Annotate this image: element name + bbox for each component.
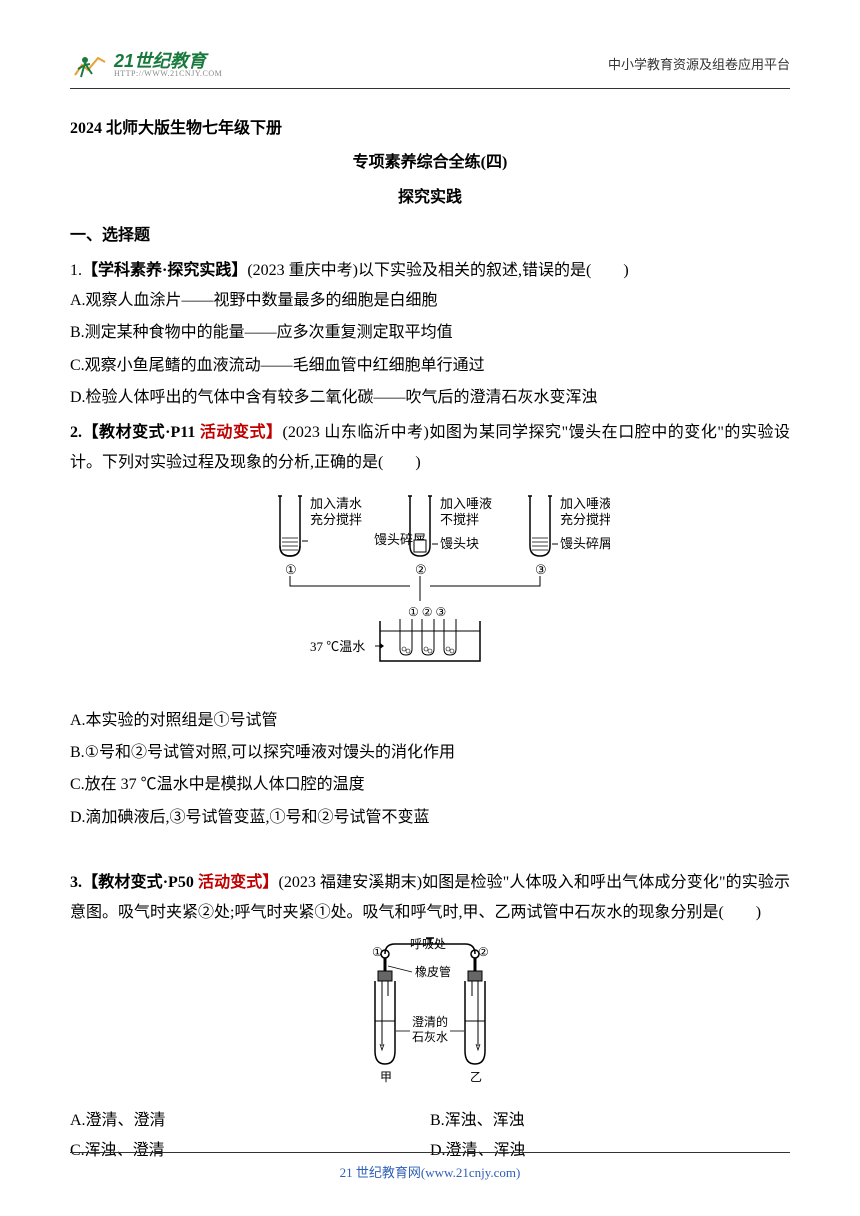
q1-option-a: A.观察人血涂片——视野中数量最多的细胞是白细胞 xyxy=(70,286,790,316)
q3-number: 3. xyxy=(70,874,82,891)
section-heading: 一、选择题 xyxy=(70,221,790,251)
svg-text:橡皮管: 橡皮管 xyxy=(415,964,451,979)
q1-source: (2023 重庆中考) xyxy=(247,262,358,279)
question-1: 1.【学科素养·探究实践】(2023 重庆中考)以下实验及相关的叙述,错误的是(… xyxy=(70,256,790,414)
svg-text:加入清水: 加入清水 xyxy=(310,496,362,511)
doc-title: 2024 北师大版生物七年级下册 xyxy=(70,114,790,144)
q3-option-a: A.澄清、澄清 xyxy=(70,1106,430,1136)
q3-option-b: B.浑浊、浑浊 xyxy=(430,1106,790,1136)
svg-text:①: ① xyxy=(285,562,297,577)
logo: 21世纪教育 HTTP://WWW.21CNJY.COM xyxy=(70,50,222,80)
logo-text: 21世纪教育 HTTP://WWW.21CNJY.COM xyxy=(114,52,222,78)
q3-intro: 3.【教材变式·P50 活动变式】(2023 福建安溪期末)如图是检验"人体吸入… xyxy=(70,868,790,929)
q1-intro: 1.【学科素养·探究实践】(2023 重庆中考)以下实验及相关的叙述,错误的是(… xyxy=(70,256,790,286)
logo-main-text: 21世纪教育 xyxy=(114,52,222,70)
subtitle-1: 专项素养综合全练(四) xyxy=(70,148,790,178)
svg-text:① ② ③: ① ② ③ xyxy=(408,605,446,619)
svg-text:37 ℃温水: 37 ℃温水 xyxy=(310,639,365,654)
footer-text: 21 世纪教育网(www.21cnjy.com) xyxy=(0,1161,860,1186)
q2-number: 2. xyxy=(70,424,82,441)
question-2: 2.【教材变式·P11 活动变式】(2023 山东临沂中考)如图为某同学探究"馒… xyxy=(70,418,790,834)
q2-option-b: B.①号和②号试管对照,可以探究唾液对馒头的消化作用 xyxy=(70,738,790,768)
svg-text:充分搅拌: 充分搅拌 xyxy=(560,512,610,527)
q1-tag: 【学科素养·探究实践】 xyxy=(82,262,247,279)
svg-text:乙: 乙 xyxy=(470,1070,482,1084)
logo-sub-text: HTTP://WWW.21CNJY.COM xyxy=(114,70,222,78)
q2-option-a: A.本实验的对照组是①号试管 xyxy=(70,706,790,736)
footer-link: www.21cnjy.com xyxy=(425,1165,516,1180)
q1-stem: 以下实验及相关的叙述,错误的是( ) xyxy=(358,262,629,279)
q1-option-d: D.检验人体呼出的气体中含有较多二氧化碳——吹气后的澄清石灰水变浑浊 xyxy=(70,383,790,413)
q2-source: (2023 山东临沂中考) xyxy=(283,424,429,441)
svg-text:加入唾液: 加入唾液 xyxy=(560,496,610,511)
q2-tag-red: 活动变式】 xyxy=(195,424,282,441)
q1-option-c: C.观察小鱼尾鳍的血液流动——毛细血管中红细胞单行通过 xyxy=(70,351,790,381)
q2-diagram: 加入清水 充分搅拌 馒头碎屑 ① 加入唾液 不搅拌 馒头块 ② xyxy=(70,486,790,697)
footer-prefix: 21 世纪教育网( xyxy=(340,1165,426,1180)
svg-text:不搅拌: 不搅拌 xyxy=(440,512,479,527)
header-divider xyxy=(70,88,790,89)
svg-text:澄清的: 澄清的 xyxy=(412,1014,448,1029)
svg-text:馒头碎屑: 馒头碎屑 xyxy=(560,536,610,551)
q2-option-c: C.放在 37 ℃温水中是模拟人体口腔的温度 xyxy=(70,770,790,800)
subtitle-2: 探究实践 xyxy=(70,183,790,213)
q1-option-b: B.测定某种食物中的能量——应多次重复测定取平均值 xyxy=(70,318,790,348)
svg-text:②: ② xyxy=(478,945,489,959)
q3-diagram: 呼吸处 ① ② 橡皮管 xyxy=(70,936,790,1097)
q3-tag-red: 活动变式】 xyxy=(194,874,279,891)
q1-number: 1. xyxy=(70,262,82,279)
question-3: 3.【教材变式·P50 活动变式】(2023 福建安溪期末)如图是检验"人体吸入… xyxy=(70,868,790,1167)
logo-icon xyxy=(70,50,110,80)
q2-intro: 2.【教材变式·P11 活动变式】(2023 山东临沂中考)如图为某同学探究"馒… xyxy=(70,418,790,479)
header-right-text: 中小学教育资源及组卷应用平台 xyxy=(608,53,790,78)
page-header: 21世纪教育 HTTP://WWW.21CNJY.COM 中小学教育资源及组卷应… xyxy=(70,50,790,80)
svg-text:甲: 甲 xyxy=(380,1070,392,1084)
svg-text:石灰水: 石灰水 xyxy=(412,1030,448,1044)
footer-suffix: ) xyxy=(516,1165,520,1180)
svg-text:③: ③ xyxy=(535,562,547,577)
svg-text:馒头块: 馒头块 xyxy=(440,536,479,551)
q3-source: (2023 福建安溪期末) xyxy=(279,874,423,891)
q3-tag-black: 【教材变式·P50 xyxy=(82,874,194,891)
page-footer: 21 世纪教育网(www.21cnjy.com) xyxy=(0,1152,860,1186)
q2-tag-black: 【教材变式·P11 xyxy=(82,424,195,441)
footer-divider xyxy=(70,1152,790,1153)
svg-text:加入唾液: 加入唾液 xyxy=(440,496,492,511)
q2-option-d: D.滴加碘液后,③号试管变蓝,①号和②号试管不变蓝 xyxy=(70,803,790,833)
svg-text:②: ② xyxy=(415,562,427,577)
svg-text:充分搅拌: 充分搅拌 xyxy=(310,512,362,527)
